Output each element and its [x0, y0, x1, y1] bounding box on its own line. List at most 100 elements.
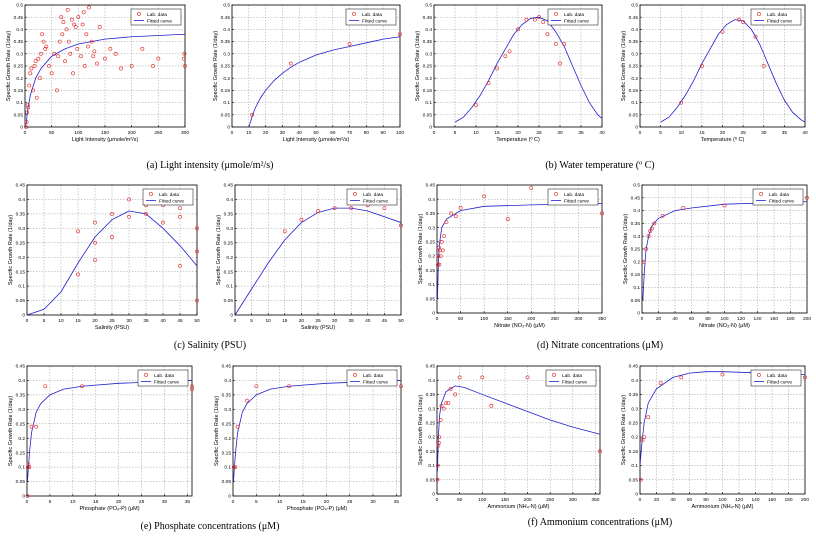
x-tick-label: 150	[101, 130, 109, 136]
x-tick-label: 200	[524, 497, 532, 503]
x-tick-label: 20	[116, 499, 122, 505]
y-axis-label: Specific Growth Rate (1/day)	[418, 395, 424, 465]
x-tick-label: 25	[109, 318, 115, 324]
data-point	[95, 61, 99, 66]
data-point	[34, 95, 39, 100]
data-point	[127, 197, 131, 202]
legend-label-data: Lab. data	[767, 373, 787, 379]
y-tick-label: 0.35	[629, 392, 639, 398]
data-point	[516, 27, 520, 32]
data-point	[86, 44, 90, 49]
data-point	[699, 64, 704, 68]
x-tick-label: 0	[433, 130, 436, 136]
x-tick-label: 0	[232, 499, 235, 505]
data-point	[505, 217, 510, 222]
y-axis-label: Specific Growth Rate (1/day)	[621, 31, 627, 101]
fitted-curve	[26, 210, 198, 316]
x-tick-label: 20	[654, 497, 660, 503]
data-point	[161, 220, 165, 225]
y-tick-label: 0.25	[16, 240, 26, 246]
x-tick-label: 5	[43, 318, 46, 324]
fitted-curve	[660, 19, 806, 123]
data-point	[182, 51, 187, 56]
legend-box	[547, 8, 599, 26]
plot-frame	[26, 365, 193, 497]
y-tick-label: 0.4	[428, 378, 435, 384]
x-tick-label: 250	[551, 316, 559, 322]
y-axis-label: Specific Growth Rate (1/day)	[621, 395, 627, 465]
y-tick-label: 0.1	[633, 285, 640, 291]
data-point	[553, 42, 558, 46]
data-point	[347, 42, 352, 46]
y-tick-label: 0.3	[428, 225, 435, 231]
y-tick-label: 0.4	[428, 197, 435, 203]
y-tick-label: 0.45	[629, 364, 639, 370]
data-point	[38, 76, 42, 81]
x-tick-label: 40	[297, 130, 303, 136]
legend-box	[545, 369, 597, 387]
y-axis-label: Specific Growth Rate (1/day)	[213, 31, 219, 101]
data-point	[79, 54, 83, 59]
legend-label-data: Lab. data	[159, 192, 179, 198]
y-axis-label: Specific Growth Rate (1/day)	[623, 214, 629, 284]
data-point	[43, 47, 48, 51]
fitted-curve	[25, 33, 186, 125]
x-tick-label: 0	[231, 130, 234, 136]
y-tick-label: 0.15	[631, 272, 641, 278]
legend-label-data: Lab. data	[562, 373, 582, 379]
subplot-10: 0 5 10 15 20 25 30 35 0 0.05 0.1 0.15 0.2 0.25 0.3 0.35…	[214, 364, 403, 512]
x-axis-label: Ammonium (NH₄-N) (μM)	[488, 504, 550, 510]
x-tick-label: 60	[687, 497, 693, 503]
data-point	[28, 71, 33, 76]
data-point	[40, 32, 44, 37]
data-point	[190, 384, 194, 389]
y-tick-label: 0.25	[221, 64, 231, 70]
data-point	[737, 17, 741, 22]
x-tick-label: 160	[770, 316, 778, 322]
y-tick-label: 0.05	[224, 298, 234, 304]
x-tick-label: 100	[74, 130, 82, 136]
y-tick-label: 0.1	[18, 284, 25, 290]
data-point	[646, 415, 651, 420]
data-point	[80, 384, 84, 389]
data-point	[529, 185, 534, 190]
x-tick-label: 40	[672, 316, 678, 322]
x-tick-label: 140	[751, 497, 759, 503]
legend-label-fit: Fitted curve	[564, 18, 589, 24]
x-tick-label: 100	[480, 316, 488, 322]
legend-label-data: Lab. data	[769, 192, 789, 198]
y-tick-label: 0.2	[631, 76, 638, 82]
x-tick-label: 25	[347, 499, 353, 505]
data-point	[31, 88, 35, 93]
y-tick-label: 0	[22, 494, 25, 500]
data-point	[805, 195, 809, 200]
data-point	[92, 49, 97, 54]
legend-box	[345, 8, 397, 26]
x-tick-label: 300	[569, 497, 577, 503]
y-tick-label: 0.35	[426, 211, 436, 217]
data-point	[57, 39, 62, 44]
data-point	[110, 211, 114, 216]
y-tick-label: 0.35	[423, 39, 433, 45]
x-axis-label: Salinity (PSU)	[95, 325, 129, 331]
x-tick-label: 60	[330, 130, 336, 136]
legend-marker-data	[759, 192, 763, 196]
x-tick-label: 90	[381, 130, 387, 136]
y-axis-label: Specific Growth Rate (1/day)	[6, 31, 12, 101]
x-tick-label: 40	[599, 130, 605, 136]
y-tick-label: 0.2	[224, 436, 231, 442]
y-tick-label: 0.25	[16, 421, 26, 427]
y-tick-label: 0.1	[631, 463, 638, 469]
data-point	[84, 32, 89, 37]
data-point	[93, 258, 97, 263]
data-point	[282, 229, 287, 234]
data-point	[87, 5, 91, 10]
y-tick-label: 0.2	[18, 255, 25, 261]
data-point	[178, 263, 182, 268]
x-tick-label: 5	[255, 499, 258, 505]
x-tick-label: 20	[515, 130, 521, 136]
y-tick-label: 0.2	[428, 254, 435, 260]
x-tick-label: 30	[162, 499, 168, 505]
x-tick-label: 200	[527, 316, 535, 322]
legend-label-fit: Fitted curve	[363, 379, 388, 385]
